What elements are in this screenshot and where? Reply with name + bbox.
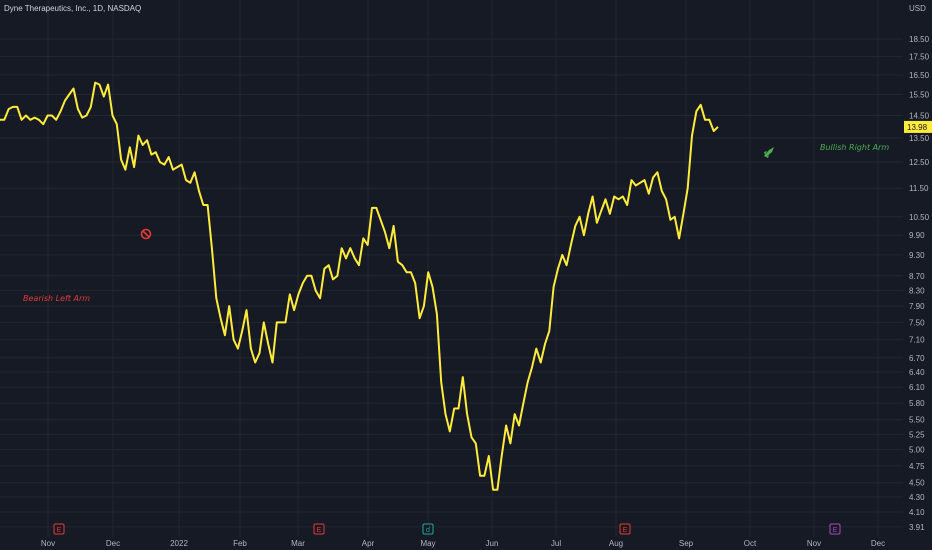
- symbol-title: Dyne Therapeutics, Inc., 1D, NASDAQ: [4, 4, 141, 13]
- time-tick-label: May: [420, 539, 435, 548]
- price-tick-label: 5.25: [909, 430, 925, 439]
- earnings-marker[interactable]: E: [53, 523, 65, 535]
- price-series: [0, 81, 719, 491]
- time-tick-label: Dec: [106, 539, 120, 548]
- no-entry-icon: [140, 228, 152, 240]
- time-axis[interactable]: Nov Dec 2022 Feb Mar Apr May Jun Jul Aug Sep Oct Nov…: [41, 539, 885, 548]
- price-tick-label: 12.50: [909, 158, 930, 167]
- price-tick-label: 6.40: [909, 368, 925, 377]
- time-tick-label: 2022: [170, 539, 188, 548]
- time-tick-label: Nov: [807, 539, 821, 548]
- price-tick-label: 15.50: [909, 91, 930, 100]
- time-tick-label: Nov: [41, 539, 55, 548]
- price-tick-label: 8.30: [909, 287, 925, 296]
- price-tick-label: 6.70: [909, 354, 925, 363]
- price-line: [0, 81, 719, 491]
- event-marker-label: ɗ: [426, 527, 431, 534]
- price-tick-label: 4.75: [909, 462, 925, 471]
- time-tick-label: Aug: [609, 539, 623, 548]
- price-tick-label: 14.50: [909, 111, 930, 120]
- time-tick-label: Mar: [291, 539, 305, 548]
- price-tick-label: 18.50: [909, 35, 930, 44]
- price-tick-label: 4.10: [909, 508, 925, 517]
- price-axis[interactable]: 3.91 4.10 4.30 4.50 4.75 5.00 5.25 5.50 5.80 6.10…: [909, 35, 930, 532]
- price-tick-label: 6.10: [909, 383, 925, 392]
- price-tick-label: 7.10: [909, 336, 925, 345]
- price-tick-label: 16.50: [909, 71, 930, 80]
- rocket-icon: [764, 147, 774, 158]
- time-tick-label: Feb: [233, 539, 247, 548]
- last-price-text: 13.98: [907, 123, 928, 132]
- time-tick-label: Sep: [679, 539, 694, 548]
- grid-lines: [0, 0, 903, 537]
- time-tick-label: Jun: [486, 539, 499, 548]
- event-marker-label: E: [317, 527, 322, 534]
- price-tick-label: 3.91: [909, 523, 925, 532]
- bullish-annotation: Bullish Right Arm: [820, 143, 889, 152]
- last-price-box: [904, 120, 932, 133]
- time-tick-label: Oct: [744, 539, 757, 548]
- price-tick-label: 5.50: [909, 416, 925, 425]
- price-tick-label: 7.90: [909, 302, 925, 311]
- price-tick-label: 9.90: [909, 231, 925, 240]
- time-tick-label: Jul: [551, 539, 561, 548]
- price-tick-label: 11.50: [909, 184, 929, 193]
- annotations: Bearish Left Arm Bullish Right Arm: [23, 143, 889, 303]
- earnings-marker[interactable]: E: [619, 523, 631, 535]
- time-tick-label: Apr: [362, 539, 375, 548]
- event-marker-label: E: [833, 527, 838, 534]
- last-price-label: 13.98: [904, 120, 932, 133]
- price-tick-label: 5.00: [909, 446, 925, 455]
- price-tick-label: 13.50: [909, 134, 930, 143]
- price-tick-label: 8.70: [909, 272, 925, 281]
- price-tick-label: 4.30: [909, 493, 925, 502]
- earnings-marker[interactable]: E: [829, 523, 841, 535]
- event-marker-label: E: [57, 527, 62, 534]
- price-tick-label: 7.50: [909, 318, 925, 327]
- event-marker-label: E: [623, 527, 628, 534]
- currency-label: USD: [909, 4, 926, 13]
- bearish-annotation: Bearish Left Arm: [23, 294, 90, 303]
- earnings-marker[interactable]: E: [313, 523, 325, 535]
- price-tick-label: 5.80: [909, 399, 925, 408]
- price-tick-label: 10.50: [909, 213, 930, 222]
- event-markers[interactable]: E E E Eɗ: [53, 523, 841, 535]
- price-tick-label: 17.50: [909, 52, 930, 61]
- price-tick-label: 9.30: [909, 251, 925, 260]
- time-tick-label: Dec: [871, 539, 885, 548]
- dividend-marker[interactable]: ɗ: [422, 523, 434, 535]
- price-tick-label: 4.50: [909, 479, 925, 488]
